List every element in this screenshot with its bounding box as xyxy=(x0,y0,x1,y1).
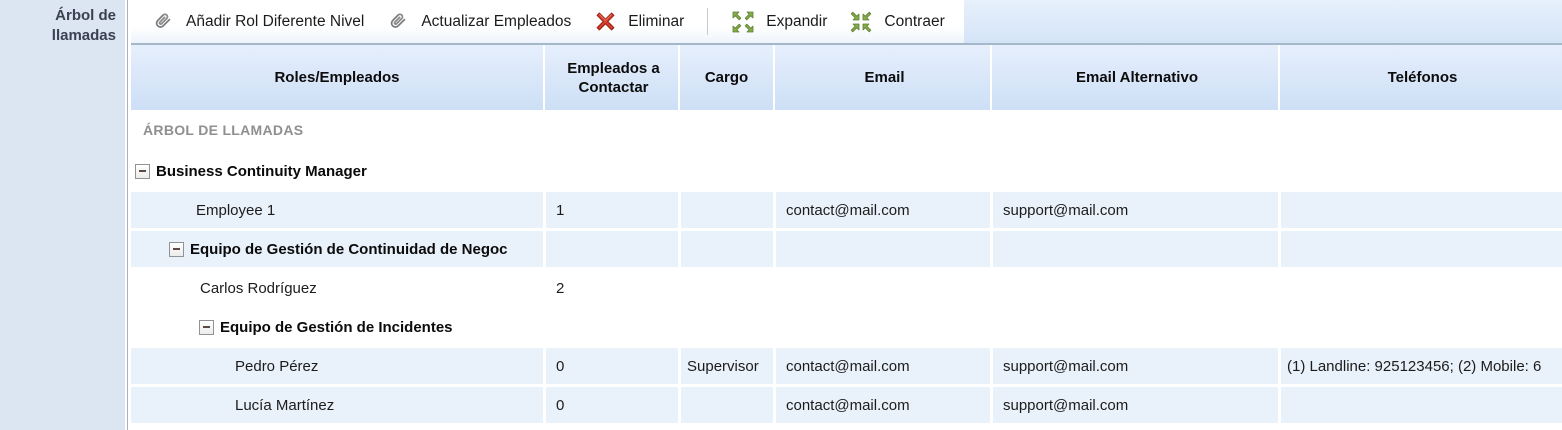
toolbar: Añadir Rol Diferente Nivel Actualizar Em… xyxy=(131,0,1562,45)
alt-email-cell: support@mail.com xyxy=(990,387,1278,423)
employee-name: Pedro Pérez xyxy=(235,357,319,375)
email-cell: contact@mail.com xyxy=(773,387,990,423)
email-cell: contact@mail.com xyxy=(773,348,990,384)
collapse-label: Contraer xyxy=(884,12,945,30)
role-name: Business Continuity Manager xyxy=(156,162,367,180)
cargo-cell xyxy=(678,270,773,306)
cargo-cell xyxy=(678,110,773,150)
employee-name: Employee 1 xyxy=(196,201,276,219)
expand-arrows-icon xyxy=(731,10,755,34)
column-header-telefonos: Teléfonos xyxy=(1278,45,1562,110)
employee-name: Carlos Rodríguez xyxy=(200,279,317,297)
cargo-cell xyxy=(678,309,773,345)
employee-row[interactable]: Pedro Pérez 0 Supervisor contact@mail.co… xyxy=(131,348,1562,387)
alt-email-cell xyxy=(990,309,1278,345)
contact-count-cell: 0 xyxy=(543,387,678,423)
alt-email-cell xyxy=(990,270,1278,306)
red-x-icon xyxy=(593,10,617,34)
alt-email-cell xyxy=(990,231,1278,267)
add-role-label: Añadir Rol Diferente Nivel xyxy=(186,12,365,30)
contact-count-cell xyxy=(543,110,678,150)
cargo-cell xyxy=(678,231,773,267)
employee-row[interactable]: Employee 1 1 contact@mail.com support@ma… xyxy=(131,192,1562,231)
column-header-roles-empleados: Roles/Empleados xyxy=(274,69,400,86)
phones-cell xyxy=(1278,192,1562,228)
cargo-cell xyxy=(678,192,773,228)
call-tree-panel: Añadir Rol Diferente Nivel Actualizar Em… xyxy=(127,0,1562,430)
contact-count-cell: 2 xyxy=(543,270,678,306)
employee-row[interactable]: Carlos Rodríguez 2 xyxy=(131,270,1562,309)
cargo-cell xyxy=(678,153,773,189)
employee-name: Lucía Martínez xyxy=(235,396,335,414)
phones-cell xyxy=(1278,387,1562,423)
phones-cell xyxy=(1278,110,1562,150)
toolbar-filler xyxy=(963,0,1562,43)
table-header: Roles/Empleados Empleados a Contactar Ca… xyxy=(131,45,1562,110)
collapse-arrows-icon xyxy=(849,10,873,34)
email-cell: contact@mail.com xyxy=(773,192,990,228)
delete-button[interactable]: Eliminar xyxy=(582,6,695,38)
contact-count-cell: 1 xyxy=(543,192,678,228)
paperclip-icon xyxy=(386,10,410,34)
phones-cell: (1) Landline: 925123456; (2) Mobile: 6 xyxy=(1278,348,1562,384)
update-employees-button[interactable]: Actualizar Empleados xyxy=(375,6,582,38)
column-header-email: Email xyxy=(773,45,990,110)
email-cell xyxy=(773,110,990,150)
role-name: Equipo de Gestión de Continuidad de Nego… xyxy=(190,240,508,258)
role-name: Equipo de Gestión de Incidentes xyxy=(220,318,453,336)
phones-cell xyxy=(1278,231,1562,267)
role-row[interactable]: Equipo de Gestión de Continuidad de Nego… xyxy=(131,231,1562,270)
email-cell xyxy=(773,153,990,189)
collapse-toggle-icon[interactable] xyxy=(169,241,184,257)
table-body: ÁRBOL DE LLAMADAS Business Continuity Ma… xyxy=(131,110,1562,426)
alt-email-cell: support@mail.com xyxy=(990,348,1278,384)
expand-button[interactable]: Expandir xyxy=(720,6,838,38)
contact-count-cell: 0 xyxy=(543,348,678,384)
email-cell xyxy=(773,270,990,306)
column-header-empleados-a-contactar: Empleados a Contactar xyxy=(543,45,678,110)
add-role-different-level-button[interactable]: Añadir Rol Diferente Nivel xyxy=(140,6,375,38)
phones-cell xyxy=(1278,309,1562,345)
section-title: ÁRBOL DE LLAMADAS xyxy=(143,122,304,138)
role-row[interactable]: Equipo de Gestión de Incidentes xyxy=(131,309,1562,348)
column-header-email-alternativo: Email Alternativo xyxy=(990,45,1278,110)
collapse-toggle-icon[interactable] xyxy=(135,163,150,179)
email-cell xyxy=(773,231,990,267)
cargo-cell xyxy=(678,387,773,423)
contact-count-cell xyxy=(543,231,678,267)
contact-count-cell xyxy=(543,309,678,345)
sidebar: Árbol de llamadas xyxy=(0,0,125,430)
phones-cell xyxy=(1278,270,1562,306)
alt-email-cell xyxy=(990,110,1278,150)
alt-email-cell xyxy=(990,153,1278,189)
role-row[interactable]: Business Continuity Manager xyxy=(131,153,1562,192)
phones-cell xyxy=(1278,153,1562,189)
cargo-cell: Supervisor xyxy=(678,348,773,384)
update-employees-label: Actualizar Empleados xyxy=(421,12,572,30)
expand-label: Expandir xyxy=(766,12,828,30)
contact-count-cell xyxy=(543,153,678,189)
collapse-toggle-icon[interactable] xyxy=(199,319,214,335)
sidebar-panel-label: Árbol de llamadas xyxy=(51,7,116,44)
section-row[interactable]: ÁRBOL DE LLAMADAS xyxy=(131,110,1562,153)
alt-email-cell: support@mail.com xyxy=(990,192,1278,228)
email-cell xyxy=(773,309,990,345)
employee-row[interactable]: Lucía Martínez 0 contact@mail.com suppor… xyxy=(131,387,1562,426)
collapse-button[interactable]: Contraer xyxy=(838,6,955,38)
toolbar-button-strip: Añadir Rol Diferente Nivel Actualizar Em… xyxy=(131,0,964,43)
paperclip-icon xyxy=(151,10,175,34)
column-header-cargo: Cargo xyxy=(678,45,773,110)
toolbar-separator xyxy=(707,8,709,35)
delete-label: Eliminar xyxy=(628,12,685,30)
